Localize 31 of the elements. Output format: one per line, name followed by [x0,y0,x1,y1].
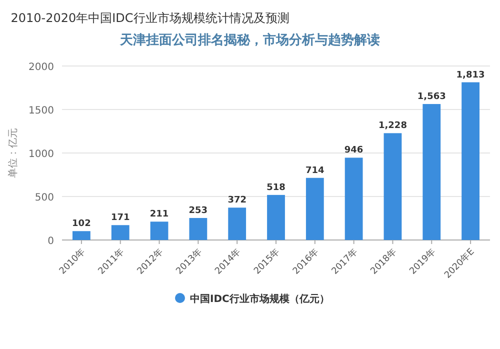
data-label: 102 [72,219,91,230]
y-tick-label: 0 [48,236,54,247]
y-tick-label: 2000 [28,62,54,73]
bar [150,222,168,240]
bar [72,231,90,240]
y-tick-label: 500 [34,192,54,204]
title: 2010-2020年中国IDC行业市场规模统计情况及预测 [10,11,290,25]
y-axis-title: 单位：亿元 [7,128,19,178]
bar [344,158,363,240]
data-label: 518 [266,182,286,193]
bar [189,218,208,240]
bar [111,225,130,240]
data-label: 253 [188,206,208,216]
data-label: 171 [110,213,130,224]
data-label: 1,563 [417,92,446,102]
subtitle: 天津挂面公司排名揭秘，市场分析与趋势解读 [120,33,380,48]
data-label: 714 [306,166,324,176]
legend-label: 中国IDC行业市场规模（亿元） [190,293,330,305]
bar [462,82,480,240]
bar [267,194,285,240]
y-tick-label: 1000 [28,149,54,160]
data-label: 946 [344,146,364,156]
data-label: 1,228 [378,121,407,132]
bar [422,104,441,240]
data-label: 211 [150,210,169,220]
data-label: 372 [228,196,246,206]
data-label: 1,813 [456,70,485,80]
bar [228,208,246,240]
bar [306,178,324,240]
bar [384,133,402,240]
y-tick-label: 1500 [28,106,54,116]
